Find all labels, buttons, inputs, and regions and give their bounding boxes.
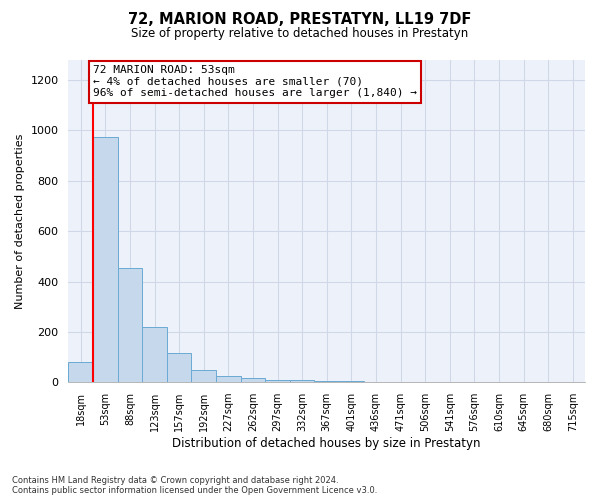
Bar xyxy=(118,268,142,382)
Bar xyxy=(93,137,118,382)
Bar xyxy=(265,380,290,382)
Bar xyxy=(241,378,265,382)
Y-axis label: Number of detached properties: Number of detached properties xyxy=(15,134,25,309)
Text: Contains HM Land Registry data © Crown copyright and database right 2024.
Contai: Contains HM Land Registry data © Crown c… xyxy=(12,476,377,495)
Text: 72, MARION ROAD, PRESTATYN, LL19 7DF: 72, MARION ROAD, PRESTATYN, LL19 7DF xyxy=(128,12,472,28)
Bar xyxy=(216,376,241,382)
X-axis label: Distribution of detached houses by size in Prestatyn: Distribution of detached houses by size … xyxy=(172,437,481,450)
Text: Size of property relative to detached houses in Prestatyn: Size of property relative to detached ho… xyxy=(131,28,469,40)
Bar xyxy=(314,381,339,382)
Bar xyxy=(167,354,191,382)
Bar xyxy=(191,370,216,382)
Bar xyxy=(290,380,314,382)
Text: 72 MARION ROAD: 53sqm
← 4% of detached houses are smaller (70)
96% of semi-detac: 72 MARION ROAD: 53sqm ← 4% of detached h… xyxy=(93,65,417,98)
Bar xyxy=(142,327,167,382)
Bar xyxy=(68,362,93,382)
